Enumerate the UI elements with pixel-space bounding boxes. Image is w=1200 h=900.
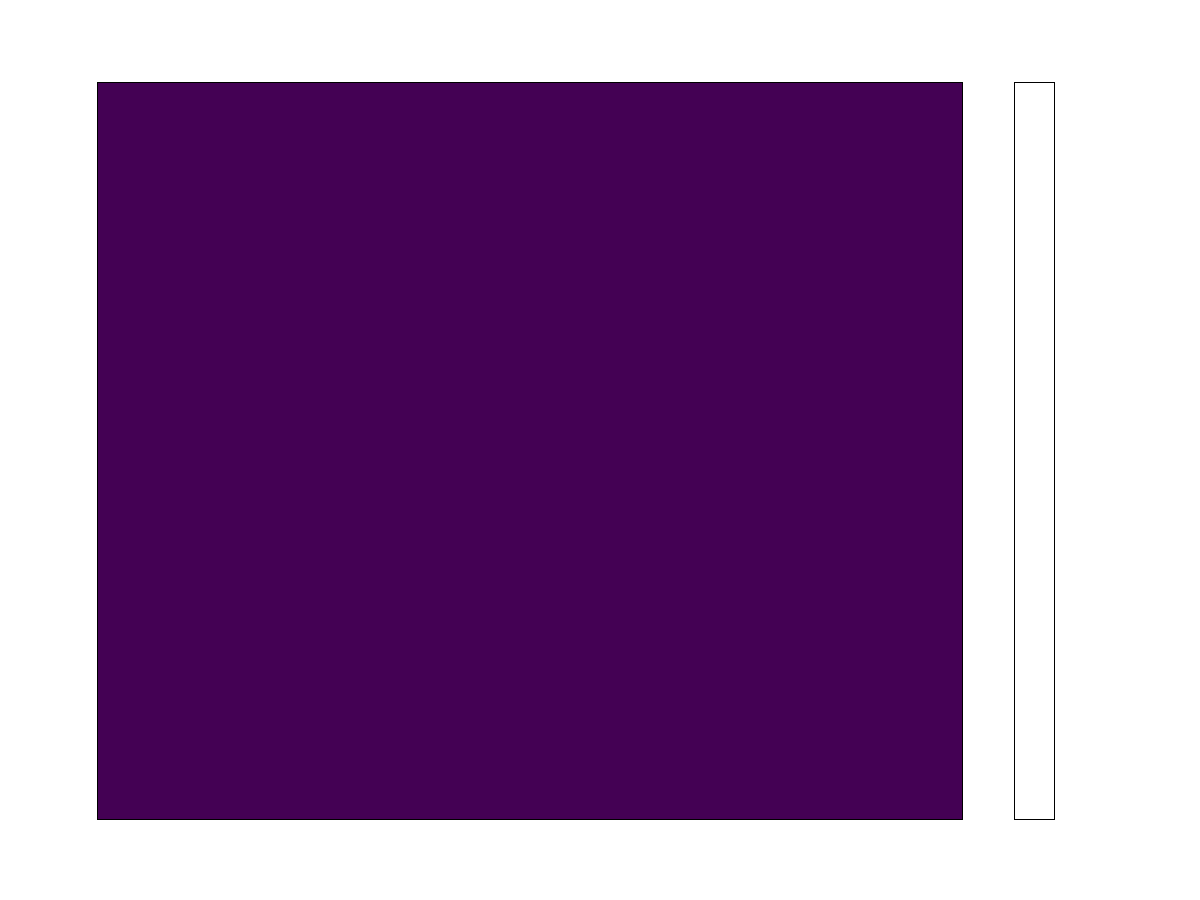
ionogram-heatmap [98,83,961,818]
colorbar-label [1110,0,1140,900]
y-axis-label [8,0,38,900]
snr-colorbar[interactable] [1014,82,1055,820]
colorbar-gradient [1015,83,1054,819]
ionogram-plot-area[interactable] [97,82,963,820]
